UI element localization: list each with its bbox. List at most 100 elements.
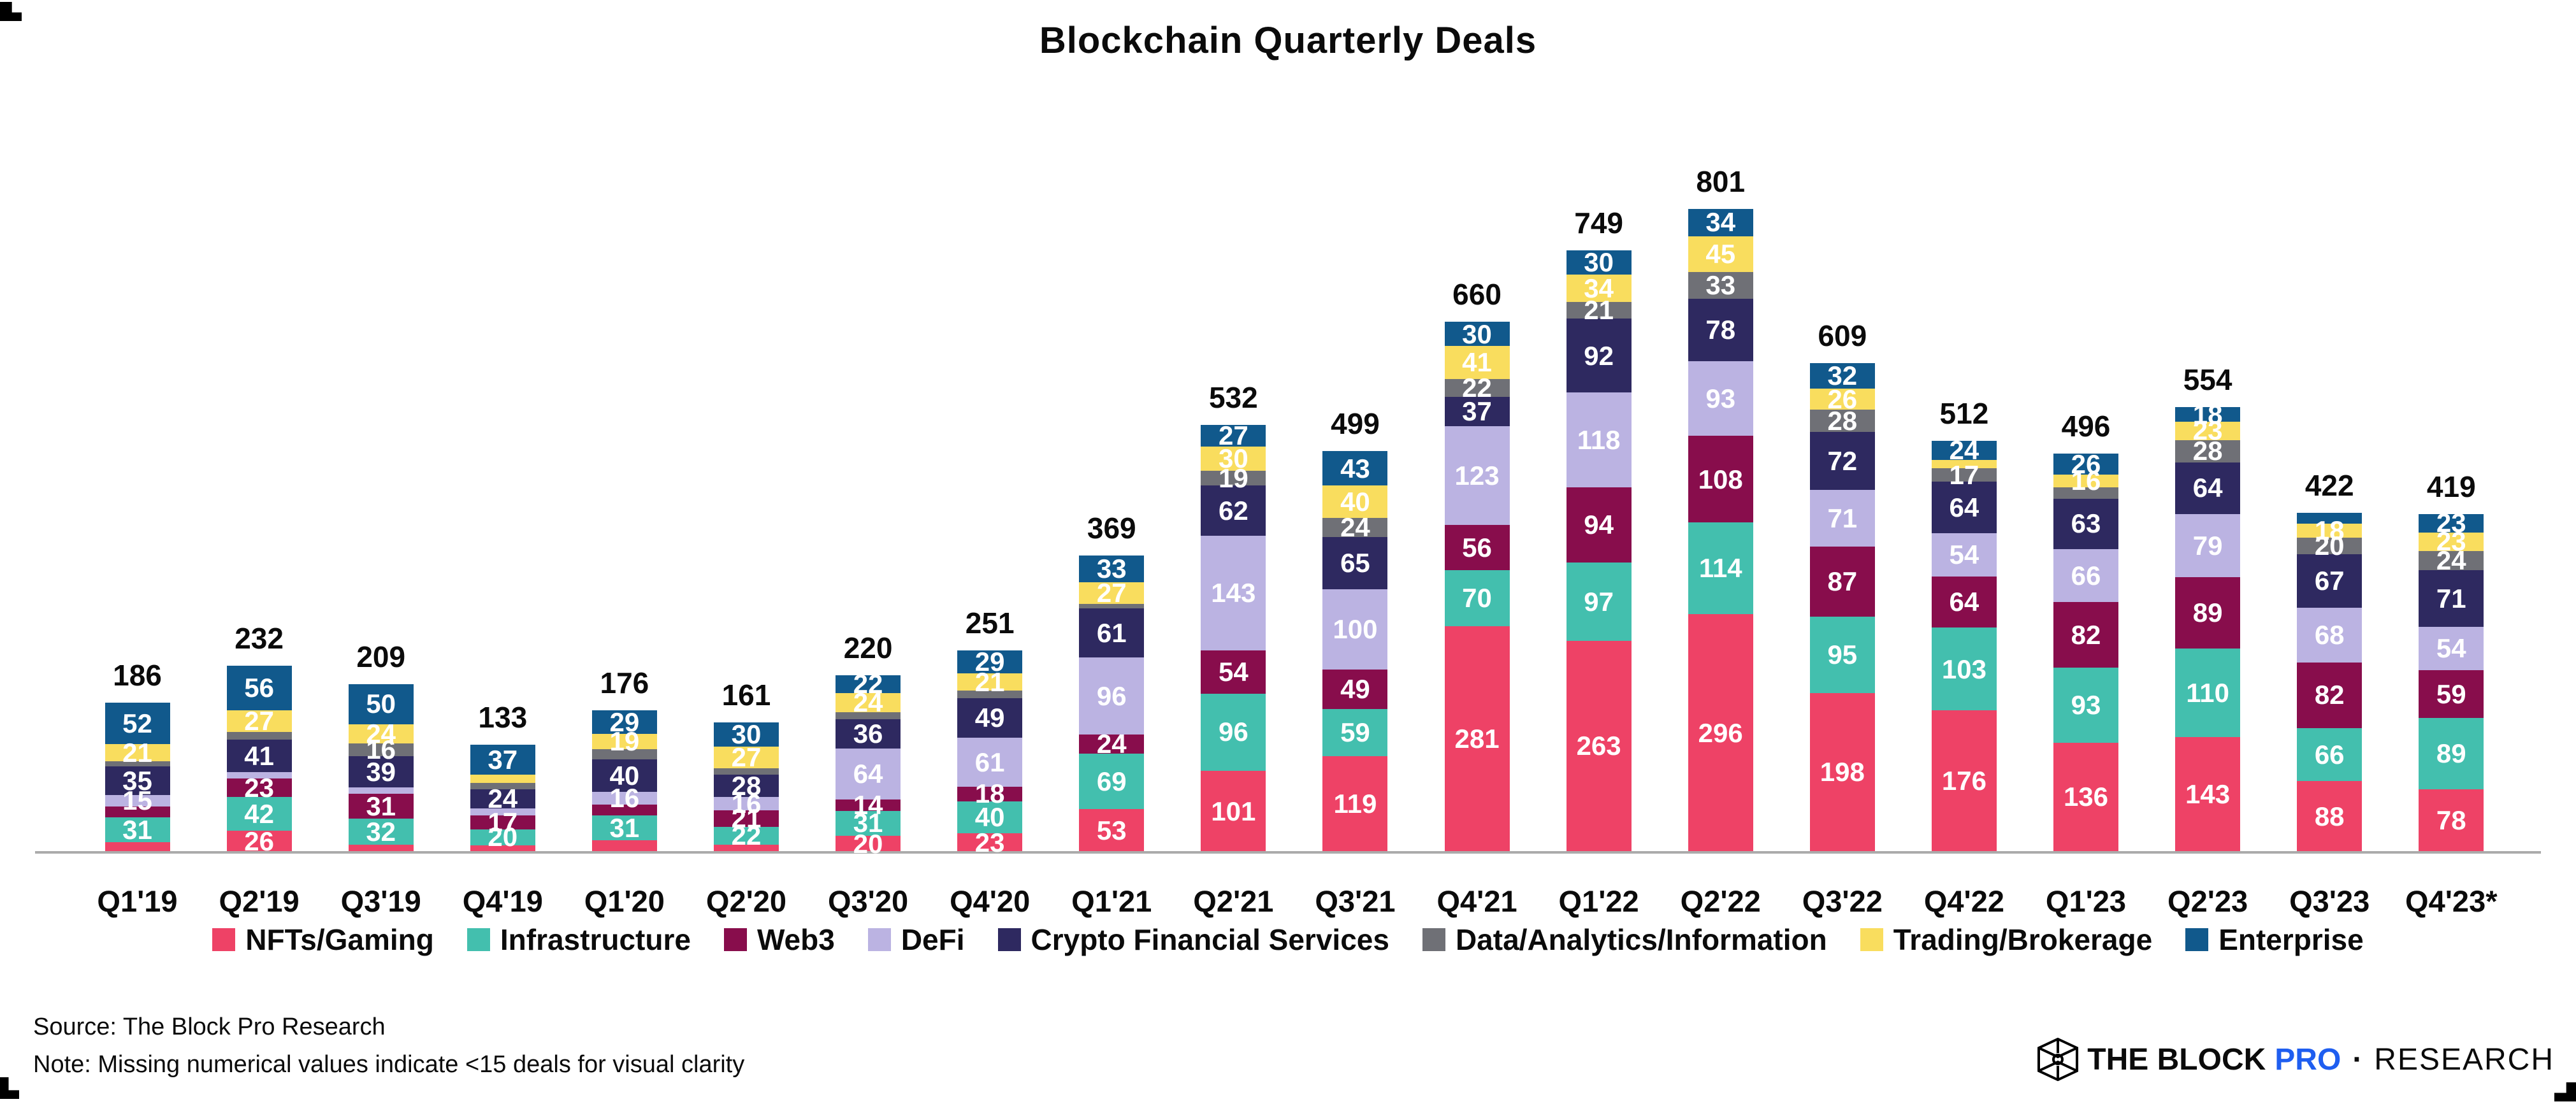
segment-value-label: 63 — [2071, 508, 2101, 539]
segment-crypto-financial-services: 67 — [2297, 554, 2363, 608]
segment-value-label: 19 — [609, 726, 640, 756]
segment-value-label: 40 — [609, 760, 640, 791]
segment-infrastructure: 22 — [713, 822, 779, 849]
stacked-bar: 136 93 82 66 63 16 26 — [2053, 450, 2118, 852]
segment-data-analytics-information: 33 — [1688, 272, 1753, 299]
segment-crypto-financial-services: 37 — [1444, 396, 1510, 427]
segment-enterprise: 37 — [470, 745, 535, 775]
segment-crypto-financial-services: 36 — [836, 718, 901, 749]
segment-value-label: 27 — [731, 742, 762, 773]
segment-crypto-financial-services: 62 — [1201, 485, 1266, 536]
segment-value-label: 78 — [1705, 315, 1736, 345]
segment-value-label: 94 — [1584, 510, 1614, 540]
segment-infrastructure: 103 — [1931, 627, 1997, 711]
segment-crypto-financial-services: 35 — [105, 766, 170, 795]
segment-value-label: 198 — [1820, 757, 1865, 787]
segment-defi: 15 — [105, 787, 170, 814]
segment-value-label: 68 — [2314, 619, 2345, 650]
segment-value-label: 21 — [974, 666, 1005, 697]
segment-nfts-gaming: 119 — [1322, 756, 1388, 852]
segment-value-label: 143 — [2185, 779, 2231, 810]
segment-value-label: 27 — [244, 706, 274, 736]
segment-trading-brokerage: 27 — [1079, 577, 1145, 608]
segment-trading-brokerage: 24 — [836, 689, 901, 715]
stacked-bar: 119 59 49 100 65 24 40 43 — [1322, 451, 1388, 852]
segment-trading-brokerage — [1931, 460, 1997, 468]
stacked-bar: 88 66 82 68 67 20 18 — [2297, 513, 2363, 852]
segment-value-label: 22 — [853, 668, 883, 699]
segment-value-label: 24 — [1096, 729, 1127, 759]
stacked-bar: 101 96 54 143 62 19 30 27 — [1201, 420, 1266, 852]
segment-nfts-gaming: 23 — [957, 829, 1023, 856]
bar-total-label: 133 — [478, 701, 528, 735]
segment-value-label: 39 — [366, 756, 396, 787]
segment-nfts-gaming: 101 — [1201, 770, 1266, 852]
segment-value-label: 27 — [1096, 577, 1127, 608]
segment-crypto-financial-services: 49 — [957, 698, 1023, 738]
segment-infrastructure: 96 — [1201, 693, 1266, 771]
x-axis-label: Q3'21 — [1315, 884, 1396, 918]
segment-value-label: 23 — [2192, 415, 2223, 446]
source-text: Source: The Block Pro Research — [33, 1014, 386, 1041]
segment-value-label: 64 — [2192, 473, 2223, 503]
bar-total-label: 220 — [843, 631, 893, 664]
bar-total-label: 749 — [1574, 206, 1623, 240]
segment-enterprise: 29 — [957, 649, 1023, 675]
segment-value-label: 53 — [1096, 815, 1127, 845]
segment-nfts-gaming: 136 — [2053, 742, 2118, 852]
segment-value-label: 67 — [2314, 565, 2345, 596]
bar-total-label: 209 — [356, 640, 406, 673]
chart-area: 186 31 15 35 21 52 Q1'19 232 26 42 23 41 27 56 Q2'19 20… — [35, 108, 2541, 918]
segment-value-label: 66 — [2071, 560, 2101, 591]
segment-trading-brokerage: 45 — [1688, 236, 1753, 273]
legend-swatch — [1422, 928, 1445, 951]
legend-item-defi: DeFi — [867, 922, 965, 957]
segment-defi — [226, 772, 292, 779]
legend-item-enterprise: Enterprise — [2185, 922, 2364, 957]
stacked-bar: 23 40 18 61 49 21 29 — [957, 649, 1023, 856]
segment-web3: 94 — [1566, 487, 1632, 563]
segment-value-label: 56 — [1462, 532, 1492, 563]
segment-value-label: 93 — [1705, 383, 1736, 413]
segment-crypto-financial-services: 64 — [1931, 482, 1997, 533]
segment-enterprise: 32 — [1809, 362, 1875, 389]
segment-enterprise: 27 — [1201, 420, 1266, 450]
stacked-bar: 198 95 87 71 72 28 26 32 — [1809, 362, 1875, 852]
segment-enterprise: 43 — [1322, 451, 1388, 486]
segment-data-analytics-information — [836, 712, 901, 720]
segment-enterprise — [2297, 513, 2363, 524]
segment-value-label: 28 — [2192, 436, 2223, 466]
bar-column: 422 88 66 82 68 67 20 18 Q3'23 — [2269, 108, 2391, 918]
segment-trading-brokerage: 18 — [2297, 517, 2363, 544]
segment-value-label: 87 — [1827, 566, 1858, 597]
segment-value-label: 27 — [1218, 420, 1248, 450]
segment-value-label: 42 — [244, 798, 274, 829]
bar-column: 161 22 21 16 28 27 30 Q2'20 — [685, 108, 807, 918]
bar-column: 133 20 17 24 37 Q4'19 — [442, 108, 563, 918]
segment-trading-brokerage: 21 — [105, 739, 170, 766]
segment-crypto-financial-services: 78 — [1688, 298, 1753, 362]
segment-value-label: 78 — [2436, 805, 2466, 836]
segment-value-label: 65 — [1340, 548, 1370, 578]
bar-total-label: 496 — [2061, 410, 2111, 443]
segment-value-label: 176 — [1941, 766, 1986, 796]
segment-value-label: 36 — [853, 718, 883, 749]
segment-data-analytics-information: 24 — [1322, 512, 1388, 543]
legend-item-web3: Web3 — [723, 922, 835, 957]
bar-column: 499 119 59 49 100 65 24 40 43 Q3'21 — [1294, 108, 1416, 918]
legend-item-infrastructure: Infrastructure — [467, 922, 691, 957]
segment-nfts-gaming: 26 — [226, 828, 292, 854]
segment-crypto-financial-services: 28 — [713, 773, 779, 799]
segment-value-label: 24 — [1340, 512, 1370, 543]
segment-web3: 21 — [713, 805, 779, 831]
segment-data-analytics-information: 20 — [2297, 533, 2363, 559]
segment-data-analytics-information — [226, 732, 292, 740]
segment-web3: 89 — [2175, 577, 2241, 649]
segment-value-label: 69 — [1096, 766, 1127, 796]
bar-total-label: 554 — [2183, 363, 2232, 397]
x-axis-label: Q1'19 — [97, 884, 178, 918]
logo-separator: · — [2352, 1042, 2363, 1077]
stacked-bar: 31 16 40 19 29 — [591, 708, 657, 852]
the-block-pro-research-logo: THE BLOCK PRO · RESEARCH — [2037, 1038, 2554, 1081]
bar-column: 801 296 114 108 93 78 33 45 34 Q2'22 — [1660, 108, 1781, 918]
